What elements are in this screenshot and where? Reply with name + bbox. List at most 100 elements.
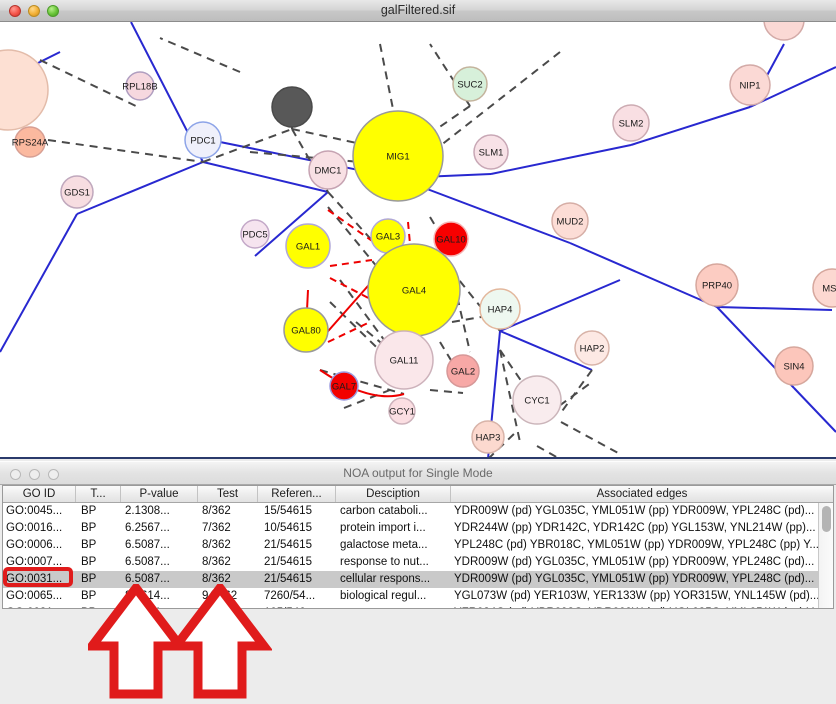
graph-node-msl[interactable] bbox=[812, 268, 836, 308]
graph-node-label-nip1: NIP1 bbox=[739, 81, 760, 92]
node-label-layer: RPL18B RPS24A GDS1 PDC1 PDC5 DMC1 MIG1 SUC2 SLM1… bbox=[12, 80, 836, 444]
column-header-description[interactable]: Desciption bbox=[336, 486, 451, 502]
cell-test: 8/362 bbox=[202, 556, 231, 568]
network-svg: RPL18B RPS24A GDS1 PDC1 PDC5 DMC1 MIG1 SUC2 SLM1… bbox=[0, 22, 836, 457]
table-vertical-scrollbar[interactable] bbox=[818, 503, 833, 608]
cell-p-value: 6.5087... bbox=[125, 573, 170, 585]
graph-node-suc2[interactable] bbox=[452, 66, 488, 102]
graph-node-pdc1[interactable] bbox=[184, 121, 222, 159]
graph-node-gal7[interactable] bbox=[329, 371, 359, 401]
column-header-test[interactable]: Test bbox=[198, 486, 258, 502]
close-window-button[interactable] bbox=[9, 5, 21, 17]
graph-node-bigpink[interactable] bbox=[0, 49, 49, 131]
graph-node-label-gal10: GAL10 bbox=[436, 235, 466, 246]
table-row[interactable]: GO:0006... BP 6.5087... 8/362 21/54615 galact… bbox=[3, 537, 833, 554]
graph-node-hub[interactable] bbox=[271, 86, 313, 128]
column-header-type[interactable]: T... bbox=[76, 486, 121, 502]
cell-go-id: GO:0007... bbox=[6, 556, 63, 568]
table-row[interactable]: GO:0031...BP1.3324...11/362105/546...res… bbox=[3, 605, 833, 608]
graph-node-slm2[interactable] bbox=[612, 104, 650, 142]
table-row-selected[interactable]: GO:0031... BP 6.5087... 8/362 21/54615 cellul… bbox=[3, 571, 833, 588]
graph-node-toppink[interactable] bbox=[763, 22, 805, 41]
column-header-p-value[interactable]: P-value bbox=[121, 486, 198, 502]
graph-node-label-gcy1: GCY1 bbox=[389, 407, 415, 418]
table-body[interactable]: GO:0045... BP 2.1308... 8/362 15/54615 carbon… bbox=[3, 503, 833, 608]
graph-node-gds1[interactable] bbox=[60, 175, 94, 209]
cell-test: 8/362 bbox=[202, 505, 231, 517]
cell-reference: 21/54615 bbox=[264, 556, 312, 568]
graph-node-hap2[interactable] bbox=[574, 330, 610, 366]
noa-close-button[interactable] bbox=[10, 469, 21, 480]
cell-p-value: 8.0614... bbox=[125, 590, 170, 602]
graph-node-label-dmc1: DMC1 bbox=[315, 166, 342, 177]
minimize-window-button[interactable] bbox=[28, 5, 40, 17]
graph-node-gal1[interactable] bbox=[285, 223, 331, 269]
table-row[interactable]: GO:0045... BP 2.1308... 8/362 15/54615 carbon… bbox=[3, 503, 833, 520]
maximize-window-button[interactable] bbox=[47, 5, 59, 17]
graph-node-gcy1[interactable] bbox=[388, 397, 416, 425]
graph-node-label-suc2: SUC2 bbox=[457, 80, 482, 91]
graph-node-label-gal1: GAL1 bbox=[296, 242, 320, 253]
graph-node-pdc5[interactable] bbox=[240, 219, 270, 249]
cell-p-value: 6.5087... bbox=[125, 556, 170, 568]
graph-node-gal10[interactable] bbox=[433, 221, 469, 257]
graph-node-dmc1[interactable] bbox=[308, 150, 348, 190]
table-row[interactable]: GO:0065... BP 8.0614... 94/362 7260/54... bio… bbox=[3, 588, 833, 605]
graph-node-prp40[interactable] bbox=[695, 263, 739, 307]
cell-description: protein import i... bbox=[340, 522, 426, 534]
graph-node-slm1[interactable] bbox=[473, 134, 509, 170]
graph-node-rps24a[interactable] bbox=[14, 126, 46, 158]
cell-type: BP bbox=[81, 539, 97, 551]
graph-node-sin4[interactable] bbox=[774, 346, 814, 386]
cell-go-id: GO:0045... bbox=[6, 505, 63, 517]
graph-node-label-mud2: MUD2 bbox=[557, 217, 584, 228]
cell-type: BP bbox=[81, 590, 97, 602]
graph-node-cyc1[interactable] bbox=[512, 375, 562, 425]
table-row[interactable]: GO:0016... BP 6.2567... 7/362 10/54615 protei… bbox=[3, 520, 833, 537]
graph-node-hap3[interactable] bbox=[471, 420, 505, 454]
cell-go-id: GO:0016... bbox=[6, 522, 63, 534]
cell-description: biological regul... bbox=[340, 590, 427, 602]
graph-node-mud2[interactable] bbox=[551, 202, 589, 240]
graph-node-label-gal7: GAL7 bbox=[332, 382, 356, 393]
cell-go-id: GO:0006... bbox=[6, 539, 63, 551]
column-header-reference[interactable]: Referen... bbox=[258, 486, 336, 502]
graph-node-label-gal4: GAL4 bbox=[402, 286, 426, 297]
cell-description: galactose meta... bbox=[340, 539, 428, 551]
cell-go-id: GO:0031... bbox=[6, 573, 63, 585]
graph-node-gal2[interactable] bbox=[446, 354, 480, 388]
cell-test: 11/362 bbox=[198, 605, 258, 608]
cell-reference: 10/54615 bbox=[264, 522, 312, 534]
cell-description: carbon cataboli... bbox=[340, 505, 428, 517]
graph-node-hap4[interactable] bbox=[479, 288, 521, 330]
graph-node-gal11[interactable] bbox=[374, 330, 434, 390]
table-row[interactable]: GO:0007... BP 6.5087... 8/362 21/54615 respon… bbox=[3, 554, 833, 571]
cell-test: 8/362 bbox=[202, 573, 231, 585]
noa-maximize-button[interactable] bbox=[48, 469, 59, 480]
noa-minimize-button[interactable] bbox=[29, 469, 40, 480]
graph-node-label-pdc5: PDC5 bbox=[242, 230, 267, 241]
cell-p-value: 6.2567... bbox=[125, 522, 170, 534]
graph-node-label-gal11: GAL11 bbox=[390, 356, 419, 367]
graph-node-rpl18b[interactable] bbox=[125, 71, 155, 101]
network-graph-canvas[interactable]: RPL18B RPS24A GDS1 PDC1 PDC5 DMC1 MIG1 SUC2 SLM1… bbox=[0, 22, 836, 459]
graph-node-label-hap3: HAP3 bbox=[476, 433, 501, 444]
cell-type: BP bbox=[81, 556, 97, 568]
graph-node-label-hap4: HAP4 bbox=[488, 305, 513, 316]
cell-test: 94/362 bbox=[202, 590, 238, 602]
scrollbar-thumb[interactable] bbox=[822, 506, 831, 532]
noa-dialog-titlebar: NOA output for Single Mode bbox=[0, 461, 836, 485]
graph-node-mig1[interactable] bbox=[352, 110, 444, 202]
graph-node-label-rps24a: RPS24A bbox=[12, 138, 49, 149]
cell-go-id: GO:0065... bbox=[6, 590, 63, 602]
cell-reference: 21/54615 bbox=[264, 539, 312, 551]
noa-dialog-title: NOA output for Single Mode bbox=[343, 466, 493, 480]
cell-description: cellular respons... bbox=[340, 573, 431, 585]
column-header-go-id[interactable]: GO ID bbox=[3, 486, 76, 502]
column-header-associated-edges[interactable]: Associated edges bbox=[596, 488, 688, 500]
graph-node-label-msl: MSL bbox=[822, 284, 836, 295]
graph-node-nip1[interactable] bbox=[729, 64, 771, 106]
window-title: galFiltered.sif bbox=[380, 3, 456, 17]
graph-node-gal80[interactable] bbox=[283, 307, 329, 353]
results-table[interactable]: GO ID T... P-value Test Referen... Desci… bbox=[2, 485, 834, 609]
